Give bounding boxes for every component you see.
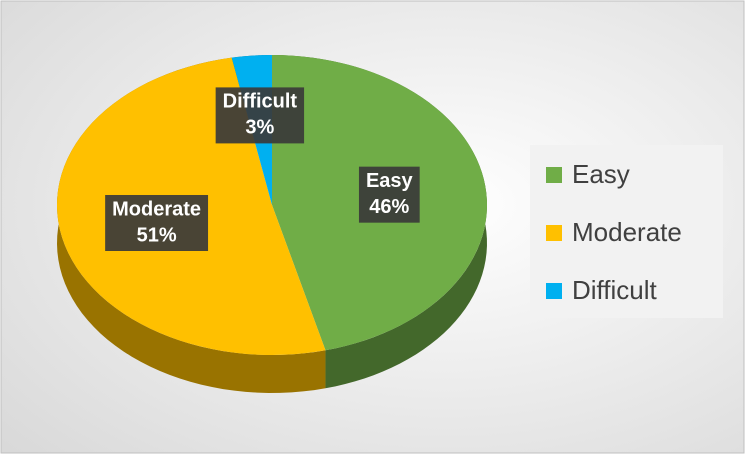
- data-label-category: Moderate: [112, 198, 201, 220]
- legend-label: Difficult: [572, 275, 658, 305]
- data-label-category: Easy: [366, 170, 414, 192]
- data-label-box: [358, 166, 420, 223]
- data-label: Difficult 3%: [215, 87, 305, 144]
- data-label: Easy 46%: [358, 166, 420, 223]
- data-label-box: [105, 194, 209, 251]
- legend-swatch: [546, 167, 562, 183]
- data-label-value: 51%: [137, 224, 177, 246]
- data-label-value: 3%: [245, 117, 274, 139]
- legend-label: Moderate: [572, 217, 682, 247]
- legend-swatch: [546, 283, 562, 299]
- legend-label: Easy: [572, 159, 630, 189]
- legend-swatch: [546, 225, 562, 241]
- data-label-value: 46%: [369, 196, 409, 218]
- legend-box: [530, 145, 723, 318]
- data-label-category: Difficult: [223, 91, 298, 113]
- pie-side: [57, 57, 326, 393]
- data-label-box: [215, 87, 305, 144]
- data-label: Moderate 51%: [105, 194, 209, 251]
